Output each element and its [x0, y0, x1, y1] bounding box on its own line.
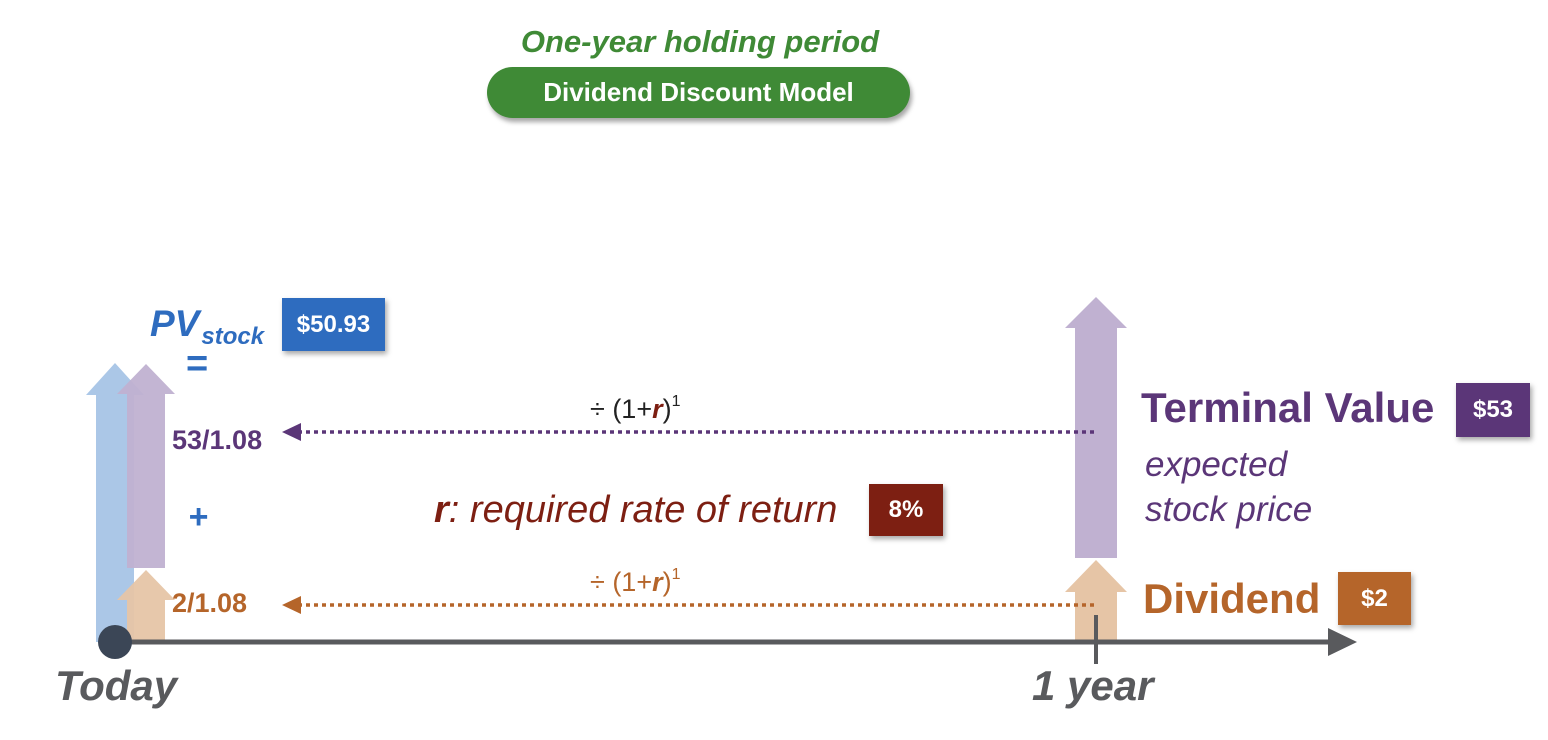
discount-prefix: ÷ (1+ [590, 567, 653, 597]
model-title-badge: Dividend Discount Model [487, 67, 910, 118]
terminal-discount-formula: ÷ (1+r)1 [590, 393, 681, 425]
pv-label-main: PV [150, 303, 200, 344]
div-arrow-year [1065, 560, 1127, 642]
tv-arrow-year [1065, 297, 1127, 558]
timeline-year-label: 1 year [1032, 662, 1154, 709]
terminal-value-desc-line2: stock price [1145, 490, 1313, 529]
plus-sign: + [188, 498, 208, 536]
rate-symbol: r [434, 489, 449, 531]
timeline-today-label: Today [55, 662, 178, 709]
model-subtitle: One-year holding period [520, 24, 880, 59]
dividend-discount-formula: ÷ (1+r)1 [590, 566, 681, 598]
pv-stock-label: PVstock [150, 303, 264, 351]
dividend-value-badge: $2 [1338, 572, 1411, 625]
discount-rate-symbol: r [652, 394, 663, 424]
discount-rate-symbol: r [652, 567, 663, 597]
terminal-value-desc-line1: expected [1145, 445, 1288, 484]
discount-suffix: ) [662, 394, 672, 424]
pv-value-badge: $50.93 [282, 298, 385, 351]
discount-suffix: ) [662, 567, 672, 597]
timeline-arrowhead [1328, 628, 1357, 656]
tv-arrow-today [117, 364, 175, 568]
tv-discount-arrowhead [282, 423, 301, 441]
discount-exponent: 1 [671, 566, 681, 583]
dividend-discounted-fraction: 2/1.08 [172, 588, 248, 618]
div-discount-arrowhead [282, 596, 301, 614]
required-rate-text: r: required rate of return [434, 489, 837, 532]
terminal-value-title: Terminal Value [1141, 384, 1435, 431]
rate-value-badge: 8% [869, 484, 943, 536]
discount-exponent: 1 [671, 393, 681, 410]
today-marker [98, 625, 132, 659]
dividend-title: Dividend [1143, 575, 1321, 622]
rate-description: : required rate of return [448, 489, 838, 531]
div-arrow-today [117, 570, 175, 642]
equals-sign: = [186, 343, 209, 385]
terminal-value-badge: $53 [1456, 383, 1530, 437]
terminal-discounted-fraction: 53/1.08 [172, 425, 263, 455]
pv-label-subscript: stock [201, 323, 265, 350]
discount-prefix: ÷ (1+ [590, 394, 653, 424]
